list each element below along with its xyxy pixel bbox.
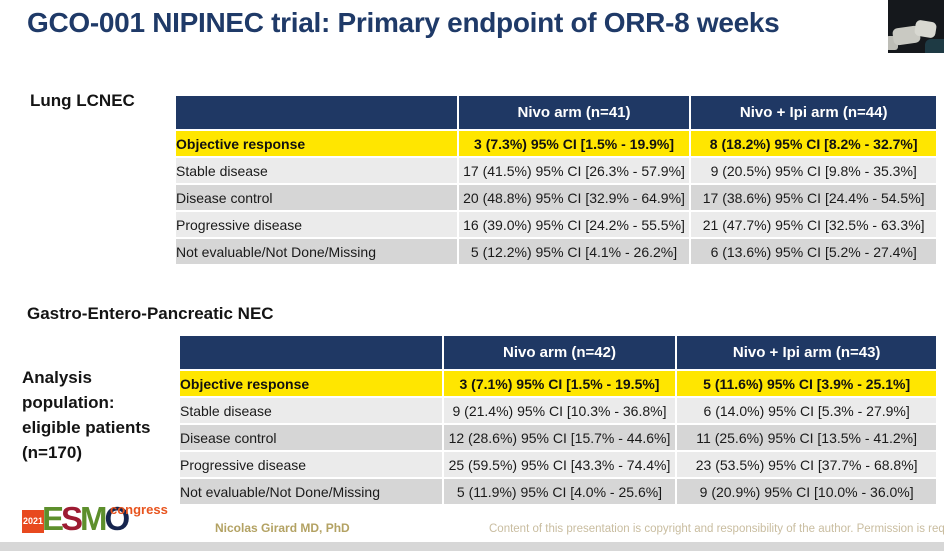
table-row-objective-response: Objective response 3 (7.3%) 95% CI [1.5%… (176, 131, 936, 156)
nivo-value: 25 (59.5%) 95% CI [43.3% - 74.4%] (443, 452, 676, 477)
nivo-arm-header: Nivo arm (n=42) (443, 336, 676, 369)
esmo-wordmark: ESMO (42, 500, 131, 538)
nivo-value: 5 (11.9%) 95% CI [4.0% - 25.6%] (443, 479, 676, 504)
table-row-progressive-disease: Progressive disease 16 (39.0%) 95% CI [2… (176, 212, 936, 237)
gep-nec-section-label: Gastro-Entero-Pancreatic NEC (27, 304, 274, 323)
webcam-pillow-shape (913, 19, 938, 39)
logo-letter: E (42, 500, 64, 537)
lung-lcnec-results-table: Nivo arm (n=41) Nivo + Ipi arm (n=44) Ob… (174, 94, 938, 266)
lung-lcnec-section-label: Lung LCNEC (30, 91, 135, 110)
nivo-value: 9 (21.4%) 95% CI [10.3% - 36.8%] (443, 398, 676, 423)
table-row-disease-control: Disease control 20 (48.8%) 95% CI [32.9%… (176, 185, 936, 210)
logo-letter: M (80, 500, 107, 537)
nivo-arm-header: Nivo arm (n=41) (458, 96, 690, 129)
table-row-objective-response: Objective response 3 (7.1%) 95% CI [1.5%… (180, 371, 936, 396)
nivo-ipi-value: 21 (47.7%) 95% CI [32.5% - 63.3%] (691, 212, 936, 237)
presenter-name: Nicolas Girard MD, PhD (215, 521, 350, 535)
nivo-ipi-value: 5 (11.6%) 95% CI [3.9% - 25.1%] (677, 371, 936, 396)
row-label: Progressive disease (180, 452, 442, 477)
nivo-ipi-arm-header: Nivo + Ipi arm (n=44) (691, 96, 936, 129)
row-label: Progressive disease (176, 212, 457, 237)
table-row-progressive-disease: Progressive disease 25 (59.5%) 95% CI [4… (180, 452, 936, 477)
bottom-border-strip (0, 542, 944, 551)
nivo-ipi-value: 9 (20.5%) 95% CI [9.8% - 35.3%] (691, 158, 936, 183)
esmo-congress-logo: 2021 ESMO congress (22, 500, 202, 543)
logo-congress-text: congress (110, 502, 168, 517)
table-header-row: Nivo arm (n=42) Nivo + Ipi arm (n=43) (180, 336, 936, 369)
row-label: Disease control (180, 425, 442, 450)
nivo-ipi-arm-header: Nivo + Ipi arm (n=43) (677, 336, 936, 369)
table-row-not-evaluable: Not evaluable/Not Done/Missing 5 (11.9%)… (180, 479, 936, 504)
logo-year-badge: 2021 (22, 510, 44, 533)
nivo-ipi-value: 9 (20.9%) 95% CI [10.0% - 36.0%] (677, 479, 936, 504)
nivo-value: 3 (7.3%) 95% CI [1.5% - 19.9%] (458, 131, 690, 156)
webcam-couch-shape (925, 39, 944, 53)
logo-letter: O (104, 500, 131, 537)
analysis-population-note: Analysis population: eligible patients (… (22, 368, 151, 462)
row-label: Disease control (176, 185, 457, 210)
nivo-value: 16 (39.0%) 95% CI [24.2% - 55.5%] (458, 212, 690, 237)
nivo-ipi-value: 17 (38.6%) 95% CI [24.4% - 54.5%] (691, 185, 936, 210)
webcam-background-shape (888, 36, 898, 50)
row-label: Not evaluable/Not Done/Missing (176, 239, 457, 264)
row-label: Stable disease (180, 398, 442, 423)
empty-header-cell (176, 96, 457, 129)
row-label: Not evaluable/Not Done/Missing (180, 479, 442, 504)
nivo-ipi-value: 23 (53.5%) 95% CI [37.7% - 68.8%] (677, 452, 936, 477)
table-header-row: Nivo arm (n=41) Nivo + Ipi arm (n=44) (176, 96, 936, 129)
nivo-value: 5 (12.2%) 95% CI [4.1% - 26.2%] (458, 239, 690, 264)
presenter-webcam-thumbnail[interactable] (888, 0, 944, 53)
table-row-not-evaluable: Not evaluable/Not Done/Missing 5 (12.2%)… (176, 239, 936, 264)
nivo-ipi-value: 8 (18.2%) 95% CI [8.2% - 32.7%] (691, 131, 936, 156)
gep-nec-results-table: Nivo arm (n=42) Nivo + Ipi arm (n=43) Ob… (178, 334, 938, 506)
row-label: Stable disease (176, 158, 457, 183)
row-label: Objective response (180, 371, 442, 396)
table-row-stable-disease: Stable disease 9 (21.4%) 95% CI [10.3% -… (180, 398, 936, 423)
nivo-value: 17 (41.5%) 95% CI [26.3% - 57.9%] (458, 158, 690, 183)
copyright-disclaimer: Content of this presentation is copyrigh… (489, 523, 944, 535)
nivo-value: 3 (7.1%) 95% CI [1.5% - 19.5%] (443, 371, 676, 396)
table-row-disease-control: Disease control 12 (28.6%) 95% CI [15.7%… (180, 425, 936, 450)
empty-header-cell (180, 336, 442, 369)
nivo-ipi-value: 6 (13.6%) 95% CI [5.2% - 27.4%] (691, 239, 936, 264)
nivo-ipi-value: 11 (25.6%) 95% CI [13.5% - 41.2%] (677, 425, 936, 450)
table-row-stable-disease: Stable disease 17 (41.5%) 95% CI [26.3% … (176, 158, 936, 183)
logo-letter: S (61, 500, 83, 537)
nivo-value: 12 (28.6%) 95% CI [15.7% - 44.6%] (443, 425, 676, 450)
nivo-value: 20 (48.8%) 95% CI [32.9% - 64.9%] (458, 185, 690, 210)
page-title: GCO-001 NIPINEC trial: Primary endpoint … (27, 7, 780, 38)
nivo-ipi-value: 6 (14.0%) 95% CI [5.3% - 27.9%] (677, 398, 936, 423)
row-label: Objective response (176, 131, 457, 156)
